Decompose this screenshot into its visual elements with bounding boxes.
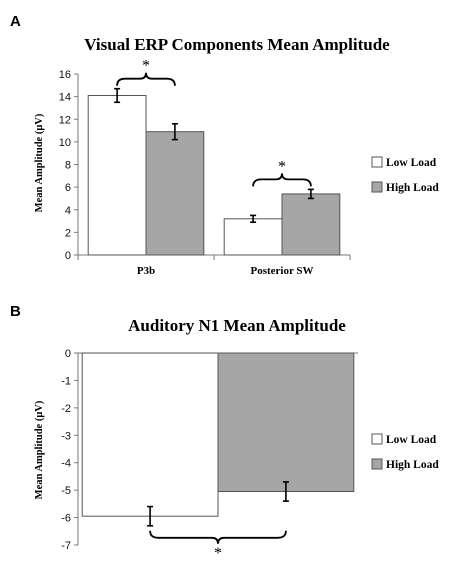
chart-b-y-tick-label: -4: [61, 458, 71, 470]
chart-a-significance-star: *: [142, 58, 150, 75]
chart-b-y-tick-label: 0: [65, 348, 71, 360]
chart-a-y-tick-label: 6: [65, 182, 71, 194]
chart-a-plot: 0 2 4 6 8 10 12 14 16 P3b Posterior SW * * Low Load Hi…: [59, 58, 440, 277]
chart-b-legend-swatch: [371, 458, 383, 470]
chart-b-title: Auditory N1 Mean Amplitude: [128, 316, 346, 335]
chart-a-title: Visual ERP Components Mean Amplitude: [84, 35, 390, 54]
chart-a-bar-low-load: [223, 218, 283, 256]
chart-b-significance-bracket: [149, 530, 287, 544]
chart-b-y-tick-label: -6: [61, 513, 71, 525]
chart-a-y-tick-label: 2: [65, 227, 71, 239]
chart-b-y-tick-label: -2: [61, 403, 71, 415]
chart-b-legend-swatch: [371, 433, 383, 445]
chart-a-legend-swatch: [371, 181, 383, 193]
chart-b-y-tick-label: -7: [61, 540, 71, 552]
chart-a-category-label: Posterior SW: [250, 265, 313, 277]
chart-a-y-tick-label: 14: [59, 92, 71, 104]
chart-a-y-tick-label: 4: [65, 205, 71, 217]
chart-a-significance-bracket: [116, 72, 176, 86]
chart-b-y-tick-label: -1: [61, 375, 71, 387]
chart-a-y-tick-label: 8: [65, 160, 71, 172]
chart-a-legend-label: High Load: [386, 182, 439, 194]
chart-b-y-tick-label: -5: [61, 485, 71, 497]
chart-a-y-tick-label: 0: [65, 250, 71, 262]
panel-a-letter: A: [10, 13, 21, 30]
chart-b-legend-label: High Load: [386, 459, 439, 471]
chart-a-legend-label: Low Load: [386, 157, 437, 169]
chart-a-bar-low-load: [87, 94, 147, 256]
chart-b-legend-label: Low Load: [386, 434, 437, 446]
chart-a-category-label: P3b: [137, 265, 155, 277]
panel-b: B Auditory N1 Mean Amplitude Mean Amplit…: [10, 303, 439, 562]
chart-b-significance-star: *: [214, 545, 222, 562]
chart-a-y-axis-label: Mean Amplitude (μV): [34, 113, 45, 212]
chart-a-y-tick-label: 16: [59, 69, 71, 81]
chart-a-y-tick-label: 12: [59, 114, 71, 126]
panel-b-letter: B: [10, 303, 21, 320]
chart-a-legend-swatch: [371, 156, 383, 168]
chart-a-significance-star: *: [278, 158, 286, 175]
chart-b-bar-low-load: [81, 352, 219, 517]
chart-a-bar-high-load: [281, 193, 341, 256]
panel-a: A Visual ERP Components Mean Amplitude M…: [10, 13, 439, 277]
chart-b-bar-high-load: [217, 352, 355, 493]
chart-a-bar-high-load: [145, 131, 205, 256]
chart-b-plot: 0 -1 -2 -3 -4 -5 -6 -7 * Low Load High Load: [61, 348, 439, 562]
chart-b-y-tick-label: -3: [61, 430, 71, 442]
chart-b-y-axis-label: Mean Amplitude (μV): [34, 400, 45, 499]
chart-a-y-tick-label: 10: [59, 137, 71, 149]
